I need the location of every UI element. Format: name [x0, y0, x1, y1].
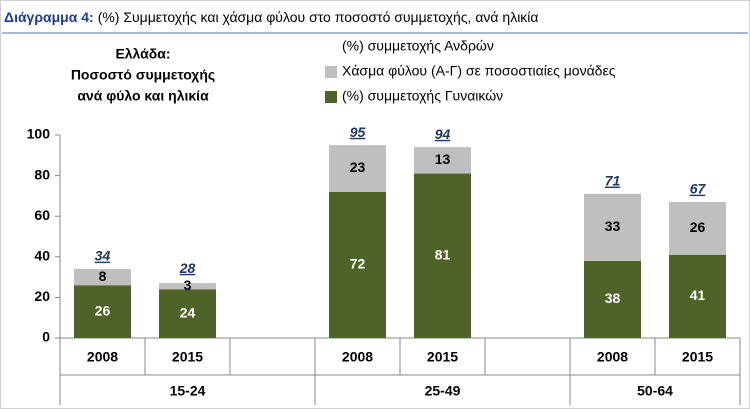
data-label: 38	[605, 290, 621, 306]
bar-segment	[329, 191, 386, 338]
total-label: 67	[690, 181, 707, 197]
x-tick-label: 2015	[427, 349, 458, 365]
data-label: 8	[99, 268, 107, 284]
total-label: 71	[605, 173, 621, 189]
y-tick-label: 20	[34, 288, 50, 304]
x-tick-label: 2008	[597, 349, 628, 365]
legend-swatch	[325, 66, 337, 78]
bar-segment	[669, 201, 726, 255]
annotation: Ελλάδα:	[115, 46, 170, 62]
legend-label: (%) συμμετοχής Γυναικών	[342, 88, 503, 104]
legend-swatch	[325, 91, 337, 103]
legend-swatch	[325, 41, 337, 53]
title-text: (%) Συμμετοχής και χάσμα φύλου στο ποσοσ…	[98, 9, 539, 25]
annotation: ανά φύλο και ηλικία	[77, 88, 209, 104]
data-label: 33	[605, 218, 621, 234]
y-tick-label: 60	[34, 207, 50, 223]
total-label: 95	[350, 124, 366, 140]
bar-segment	[159, 283, 216, 290]
y-tick-label: 0	[42, 329, 50, 345]
data-label: 72	[350, 256, 366, 272]
data-label: 26	[95, 302, 111, 318]
bar-segment	[329, 145, 386, 192]
data-label: 81	[435, 246, 451, 262]
y-tick-label: 40	[34, 248, 50, 264]
data-label: 41	[690, 287, 706, 303]
data-label: 3	[184, 277, 192, 293]
figure-label: Διάγραμμα 4:	[4, 9, 94, 25]
total-label: 34	[95, 248, 111, 264]
data-label: 26	[690, 219, 706, 235]
total-label: 94	[435, 126, 451, 142]
y-tick-label: 100	[27, 126, 51, 142]
group-label: 50-64	[637, 383, 673, 399]
bar-segment	[584, 260, 641, 338]
bar-segment	[414, 173, 471, 338]
group-label: 25-49	[425, 383, 461, 399]
bar-segment	[74, 268, 131, 286]
group-label: 15-24	[170, 383, 206, 399]
bar-segment	[159, 289, 216, 338]
total-label: 28	[179, 260, 196, 276]
x-tick-label: 2008	[342, 349, 373, 365]
x-tick-label: 2015	[172, 349, 203, 365]
x-tick-label: 2008	[87, 349, 118, 365]
x-tick-label: 2015	[682, 349, 713, 365]
legend-label: Χάσμα φύλου (Α-Γ) σε ποσοστιαίες μονάδες	[342, 63, 616, 79]
legend-label: (%) συμμετοχής Ανδρών	[342, 38, 494, 54]
data-label: 23	[350, 159, 366, 175]
data-label: 24	[180, 304, 196, 320]
bar-segment	[584, 193, 641, 261]
data-label: 13	[435, 151, 451, 167]
bar-segment	[414, 147, 471, 174]
chart-title: Διάγραμμα 4: (%) Συμμετοχής και χάσμα φύλ…	[4, 9, 539, 25]
y-tick-label: 80	[34, 166, 50, 182]
bar-segment	[74, 285, 131, 338]
annotation: Ποσοστό συμμετοχής	[71, 67, 215, 83]
bar-segment	[669, 254, 726, 338]
